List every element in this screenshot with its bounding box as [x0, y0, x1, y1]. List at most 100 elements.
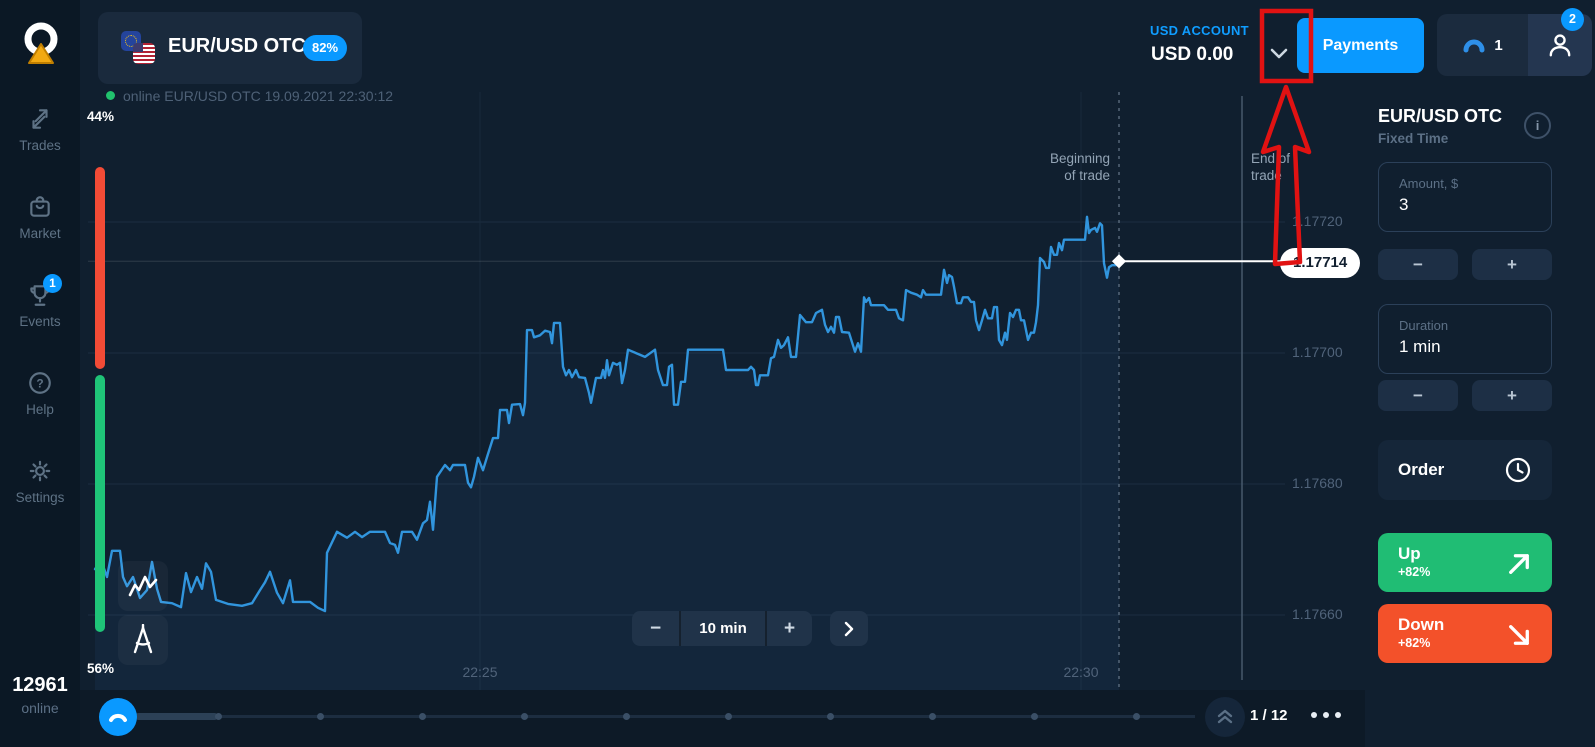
payout-badge: 82%: [303, 35, 348, 61]
help-question-icon: ?: [29, 372, 51, 394]
header-widgets: 1 2: [1437, 8, 1592, 76]
line-chart-icon: [128, 575, 158, 597]
duration-value: 1 min: [1399, 337, 1441, 356]
arrow-up-right-icon: [1509, 554, 1529, 574]
chevron-right-icon: [844, 621, 854, 636]
amount-label: Amount, $: [1399, 176, 1459, 191]
svg-text:?: ?: [36, 376, 43, 390]
down-button[interactable]: Down +82%: [1378, 604, 1552, 663]
sidebar-item-label: Settings: [15, 490, 65, 505]
chart-pagination: 1 / 12: [1250, 707, 1288, 724]
account-balance: USD 0.00: [1151, 44, 1234, 65]
sidebar-item-label: Trades: [19, 138, 61, 153]
duration-decrease-button[interactable]: −: [1378, 380, 1458, 411]
gifts-count: 1: [1494, 36, 1503, 54]
notifications-badge: 2: [1561, 8, 1584, 31]
scrollbar-dot: [827, 713, 834, 720]
end-of-trade-label: End of trade: [1251, 151, 1291, 183]
order-label: Order: [1398, 460, 1445, 479]
payments-button[interactable]: Payments: [1297, 18, 1424, 73]
more-options-button[interactable]: [1311, 712, 1341, 718]
market-bag-icon: [30, 196, 50, 217]
timeframe-value[interactable]: 10 min: [699, 620, 747, 637]
price-tick-label: 1.17660: [1292, 606, 1343, 622]
duration-increase-button[interactable]: +: [1472, 380, 1552, 411]
olymp-trade-logo[interactable]: [19, 20, 63, 66]
timeframe-control: − 10 min +: [632, 611, 812, 646]
sidebar-item-label: Help: [26, 402, 54, 417]
account-type-label: USD ACCOUNT: [1150, 23, 1249, 38]
duration-label: Duration: [1399, 318, 1449, 333]
double-chevron-up-icon: [1217, 709, 1233, 724]
sidebar-item-events[interactable]: 1 Events: [0, 274, 80, 329]
amount-field[interactable]: Amount, $ 3: [1378, 162, 1552, 232]
gift-arc-icon: [1463, 39, 1485, 53]
usd-flag-icon: [133, 43, 155, 64]
up-button[interactable]: Up +82%: [1378, 533, 1552, 592]
price-tick-label: 1.17700: [1292, 344, 1343, 360]
price-chart[interactable]: [80, 92, 1365, 690]
trades-icon: [32, 109, 48, 129]
scrollbar-dot: [317, 713, 324, 720]
order-button[interactable]: Order: [1378, 440, 1552, 500]
bottom-bar: [80, 690, 1365, 747]
asset-pair-name: EUR/USD OTC: [168, 35, 306, 57]
account-dropdown-chevron-icon[interactable]: [1270, 48, 1288, 60]
sidebar: Trades Market 1 Events ? Help: [0, 0, 80, 747]
sidebar-item-settings[interactable]: Settings: [0, 458, 80, 505]
scrollbar-dot: [1031, 713, 1038, 720]
chat-arc-icon: [109, 713, 127, 722]
price-tick-label: 1.17720: [1292, 213, 1343, 229]
scroll-forward-button[interactable]: [830, 611, 868, 646]
compass-icon: [133, 624, 153, 654]
asset-selector[interactable]: EUR/USD OTC 82%: [98, 12, 362, 84]
zoom-out-button[interactable]: −: [632, 611, 681, 646]
online-count-label: online: [21, 700, 59, 716]
time-tick-label: 22:30: [1063, 664, 1099, 680]
profile-person-icon: [1549, 34, 1571, 57]
collapse-panel-button[interactable]: [1205, 697, 1245, 737]
support-chat-button[interactable]: [99, 698, 137, 736]
info-icon[interactable]: i: [1524, 112, 1551, 139]
down-payout: +82%: [1398, 636, 1431, 650]
zoom-in-button[interactable]: +: [765, 611, 812, 646]
sidebar-item-help[interactable]: ? Help: [0, 370, 80, 417]
arrow-down-right-icon: [1509, 625, 1529, 645]
status-text: online EUR/USD OTC 19.09.2021 22:30:12: [123, 88, 394, 104]
scrollbar-dot: [929, 713, 936, 720]
up-payout: +82%: [1398, 565, 1431, 579]
chart-scrollbar-thumb[interactable]: [135, 713, 218, 720]
chart-type-button[interactable]: [118, 561, 168, 611]
online-dot-icon: [106, 91, 115, 100]
amount-decrease-button[interactable]: −: [1378, 249, 1458, 280]
settings-gear-icon: [29, 460, 51, 482]
time-tick-label: 22:25: [462, 664, 498, 680]
panel-trade-mode: Fixed Time: [1378, 131, 1449, 146]
sidebar-item-label: Market: [19, 226, 61, 241]
sentiment-up-label: 56%: [87, 661, 115, 676]
duration-field[interactable]: Duration 1 min: [1378, 304, 1552, 374]
events-badge: 1: [43, 274, 62, 293]
drawing-tools-button[interactable]: [118, 615, 168, 665]
scrollbar-dot: [521, 713, 528, 720]
clock-icon: [1505, 457, 1531, 483]
begin-of-trade-label: Beginning of trade: [1049, 151, 1110, 183]
scrollbar-dot: [1133, 713, 1140, 720]
scrollbar-dot: [215, 713, 222, 720]
online-count: 12961: [12, 674, 68, 696]
current-price-tag: 1.17714: [1280, 248, 1361, 278]
chart-scrollbar[interactable]: [140, 715, 1195, 718]
amount-value: 3: [1399, 195, 1409, 214]
scrollbar-dot: [725, 713, 732, 720]
sidebar-item-market[interactable]: Market: [0, 194, 80, 241]
up-label: Up: [1398, 544, 1421, 563]
scrollbar-dot: [623, 713, 630, 720]
sentiment-down-label: 44%: [87, 109, 115, 124]
amount-increase-button[interactable]: +: [1472, 249, 1552, 280]
down-label: Down: [1398, 615, 1445, 634]
gifts-widget[interactable]: 1: [1437, 14, 1528, 76]
sidebar-item-trades[interactable]: Trades: [0, 106, 80, 153]
scrollbar-dot: [419, 713, 426, 720]
sidebar-item-label: Events: [19, 314, 61, 329]
price-tick-label: 1.17680: [1292, 475, 1343, 491]
